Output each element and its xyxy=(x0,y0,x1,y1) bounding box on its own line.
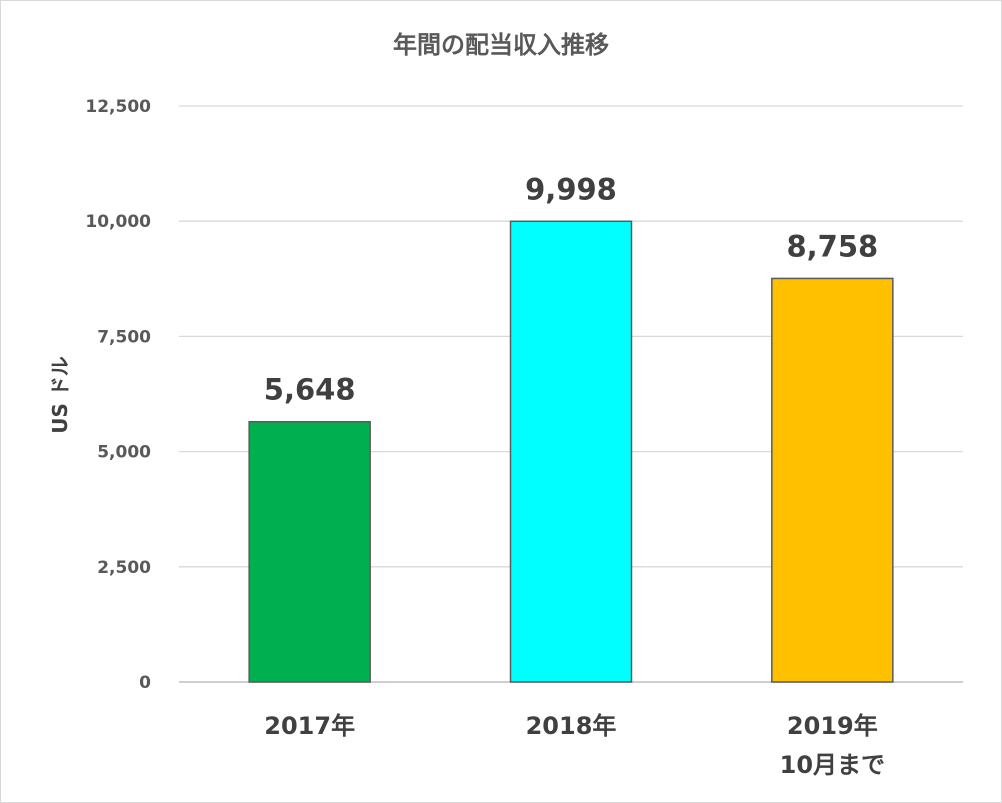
y-tick-label: 0 xyxy=(139,673,151,693)
bar xyxy=(248,420,371,683)
chart-title: 年間の配当収入推移 xyxy=(393,31,609,59)
data-label: 9,998 xyxy=(525,172,617,206)
y-tick-label: 7,500 xyxy=(97,327,151,347)
y-axis-ticks: 0 2,500 5,000 7,500 10,000 12,500 xyxy=(85,97,151,693)
x-tick-label: 2019年 10月まで xyxy=(780,712,885,779)
x-tick-label: 2017年 xyxy=(264,712,355,740)
y-axis-label: US ドル xyxy=(48,356,72,434)
data-label: 5,648 xyxy=(264,373,356,407)
y-tick-label: 5,000 xyxy=(97,443,151,463)
y-tick-label: 10,000 xyxy=(85,212,151,232)
bars xyxy=(248,220,894,683)
bar xyxy=(771,277,894,683)
bar xyxy=(509,220,633,683)
data-labels: 5,648 9,998 8,758 xyxy=(264,172,878,406)
y-tick-label: 2,500 xyxy=(97,558,151,578)
x-axis-ticks: 2017年 2018年 2019年 10月まで xyxy=(264,712,885,779)
x-tick-label: 2018年 xyxy=(526,712,617,740)
y-tick-label: 12,500 xyxy=(85,97,151,117)
data-label: 8,758 xyxy=(786,229,878,263)
